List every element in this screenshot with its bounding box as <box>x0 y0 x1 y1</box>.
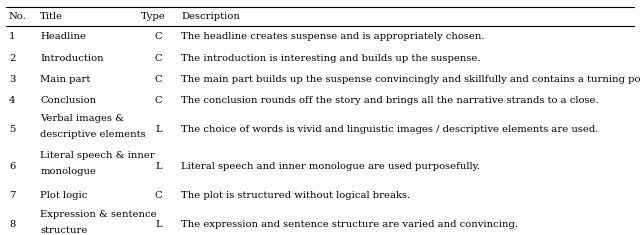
Text: 2: 2 <box>9 54 15 63</box>
Text: 1: 1 <box>9 32 15 41</box>
Text: The conclusion rounds off the story and brings all the narrative strands to a cl: The conclusion rounds off the story and … <box>182 96 599 105</box>
Text: C: C <box>155 191 163 200</box>
Text: Verbal images &: Verbal images & <box>40 114 124 123</box>
Text: Description: Description <box>182 12 240 21</box>
Text: C: C <box>155 32 163 41</box>
Text: C: C <box>155 75 163 84</box>
Text: C: C <box>155 96 163 105</box>
Text: No.: No. <box>9 12 27 21</box>
Text: Main part: Main part <box>40 75 91 84</box>
Text: structure: structure <box>40 226 88 235</box>
Text: The choice of words is vivid and linguistic images / descriptive elements are us: The choice of words is vivid and linguis… <box>182 125 599 134</box>
Text: L: L <box>155 162 162 171</box>
Text: C: C <box>155 54 163 63</box>
Text: The introduction is interesting and builds up the suspense.: The introduction is interesting and buil… <box>182 54 481 63</box>
Text: The main part builds up the suspense convincingly and skillfully and contains a : The main part builds up the suspense con… <box>182 75 640 84</box>
Text: L: L <box>155 220 162 229</box>
Text: descriptive elements: descriptive elements <box>40 130 146 139</box>
Text: Literal speech and inner monologue are used purposefully.: Literal speech and inner monologue are u… <box>182 162 481 171</box>
Text: Introduction: Introduction <box>40 54 104 63</box>
Text: Conclusion: Conclusion <box>40 96 97 105</box>
Text: Plot logic: Plot logic <box>40 191 88 200</box>
Text: 8: 8 <box>9 220 15 229</box>
Text: Title: Title <box>40 12 63 21</box>
Text: Headline: Headline <box>40 32 86 41</box>
Text: 5: 5 <box>9 125 15 134</box>
Text: L: L <box>155 125 162 134</box>
Text: Literal speech & inner: Literal speech & inner <box>40 151 155 160</box>
Text: Type: Type <box>141 12 165 21</box>
Text: 4: 4 <box>9 96 15 105</box>
Text: 7: 7 <box>9 191 15 200</box>
Text: Expression & sentence: Expression & sentence <box>40 210 157 219</box>
Text: 3: 3 <box>9 75 15 84</box>
Text: The expression and sentence structure are varied and convincing.: The expression and sentence structure ar… <box>182 220 518 229</box>
Text: monologue: monologue <box>40 167 96 176</box>
Text: The headline creates suspense and is appropriately chosen.: The headline creates suspense and is app… <box>182 32 485 41</box>
Text: The plot is structured without logical breaks.: The plot is structured without logical b… <box>182 191 411 200</box>
Text: 6: 6 <box>9 162 15 171</box>
